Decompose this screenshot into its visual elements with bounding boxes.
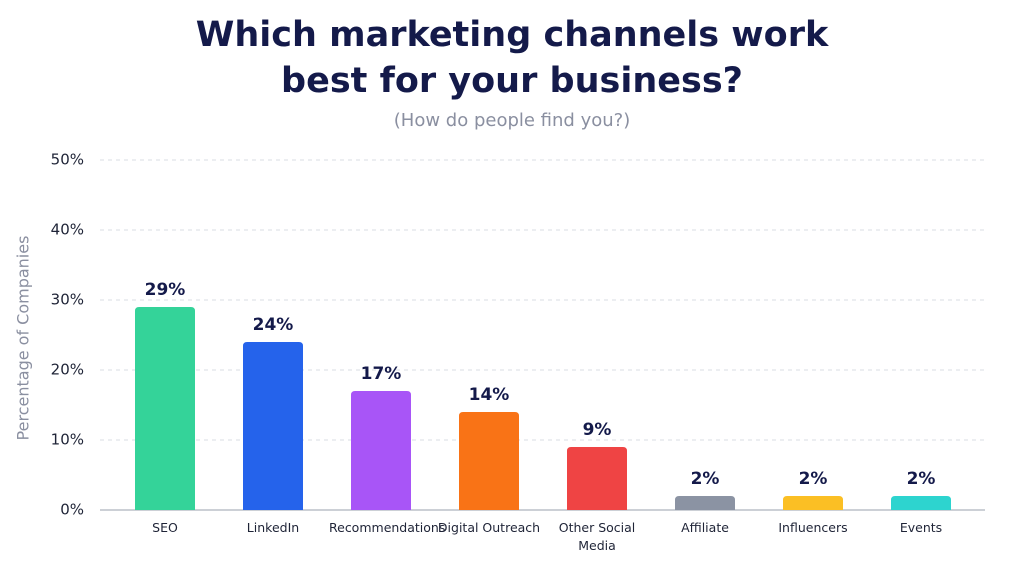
data-label: 9% — [583, 420, 612, 440]
bar — [783, 496, 843, 510]
y-tick-label: 30% — [51, 291, 84, 309]
bar — [675, 496, 735, 510]
bar — [567, 447, 627, 510]
data-label: 24% — [253, 315, 294, 335]
bar — [135, 307, 195, 510]
bar — [243, 342, 303, 510]
data-label: 17% — [361, 364, 402, 384]
data-label: 14% — [469, 385, 510, 405]
bar — [459, 412, 519, 510]
data-label: 2% — [691, 469, 720, 489]
x-tick-label: LinkedIn — [246, 520, 300, 535]
y-tick-label: 0% — [60, 501, 84, 519]
x-tick-label: Other Social Media — [558, 520, 636, 553]
data-label: 2% — [799, 469, 828, 489]
bar — [891, 496, 951, 510]
chart-title: Which marketing channels work best for y… — [195, 15, 829, 101]
y-tick-label: 10% — [51, 431, 84, 449]
x-tick-label: SEO — [152, 520, 178, 535]
y-tick-label: 20% — [51, 361, 84, 379]
bar — [351, 391, 411, 510]
y-axis-label: Percentage of Companies — [14, 236, 33, 441]
x-tick-label: Affiliate — [681, 520, 729, 535]
data-label: 2% — [907, 469, 936, 489]
chart-subtitle: (How do people find you?) — [393, 110, 631, 131]
y-tick-label: 50% — [51, 151, 84, 169]
y-tick-label: 40% — [51, 221, 84, 239]
x-tick-label: Influencers — [778, 520, 848, 535]
data-label: 29% — [145, 280, 186, 300]
x-tick-label: Digital Outreach — [437, 520, 541, 535]
x-tick-label: Events — [899, 520, 943, 535]
x-tick-label: Recommendations — [329, 520, 446, 535]
